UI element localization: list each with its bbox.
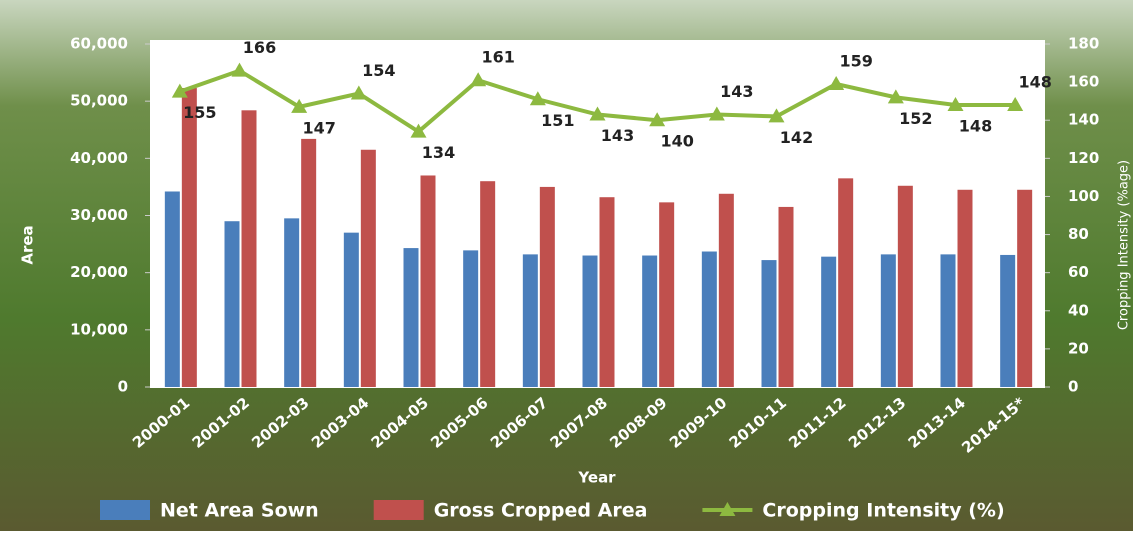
data-label: 148 xyxy=(959,116,992,135)
bar xyxy=(284,218,300,387)
data-label: 151 xyxy=(541,111,574,130)
y2-tick-label: 160 xyxy=(1068,73,1099,91)
y-tick-label: 40,000 xyxy=(70,149,128,167)
data-label: 154 xyxy=(362,61,395,80)
bar xyxy=(761,260,777,387)
bar xyxy=(343,232,359,387)
bar xyxy=(164,191,180,387)
y2-tick-label: 40 xyxy=(1068,301,1089,319)
bar xyxy=(599,197,615,387)
y-tick-label: 50,000 xyxy=(70,92,128,110)
legend-swatch xyxy=(373,500,424,520)
bar xyxy=(582,255,598,387)
bar xyxy=(241,110,257,388)
marker xyxy=(768,108,785,123)
y-tick-label: 30,000 xyxy=(70,206,128,224)
data-label: 134 xyxy=(422,143,455,162)
marker xyxy=(708,106,725,121)
bar xyxy=(642,255,658,387)
bar xyxy=(701,251,717,387)
data-label: 142 xyxy=(780,128,813,147)
y2-tick-label: 0 xyxy=(1068,378,1078,396)
x-axis-title: Year xyxy=(577,469,616,487)
data-label: 140 xyxy=(660,132,693,151)
bar xyxy=(480,181,496,387)
bar xyxy=(420,175,436,387)
bar xyxy=(1000,254,1016,387)
marker xyxy=(649,112,666,127)
bar xyxy=(838,178,854,387)
bar xyxy=(718,193,734,387)
data-label: 143 xyxy=(720,82,753,101)
data-label: 166 xyxy=(243,38,276,57)
legend-label: Gross Cropped Area xyxy=(434,500,648,522)
bar xyxy=(301,138,317,387)
data-label: 161 xyxy=(481,48,514,67)
data-label: 147 xyxy=(302,118,335,137)
data-label: 143 xyxy=(601,126,634,145)
bar xyxy=(778,206,794,387)
marker xyxy=(291,98,308,113)
bar xyxy=(897,185,913,387)
legend-swatch xyxy=(100,500,150,520)
bar xyxy=(1017,189,1033,387)
marker xyxy=(589,106,606,121)
bar xyxy=(957,189,973,387)
data-label: 155 xyxy=(183,103,216,122)
y2-tick-label: 80 xyxy=(1068,225,1089,243)
bar xyxy=(522,254,538,387)
y2-tick-label: 60 xyxy=(1068,263,1089,281)
bar xyxy=(360,149,376,387)
marker xyxy=(828,76,845,91)
y2-tick-label: 20 xyxy=(1068,339,1089,357)
y-tick-label: 10,000 xyxy=(70,320,128,338)
y2-tick-label: 120 xyxy=(1068,149,1099,167)
marker xyxy=(350,85,367,100)
bar xyxy=(821,256,837,387)
y-axis-title: Area xyxy=(19,225,37,264)
legend-label: Cropping Intensity (%) xyxy=(762,500,1004,522)
bar xyxy=(940,254,956,387)
y2-tick-label: 100 xyxy=(1068,187,1099,205)
y2-tick-label: 180 xyxy=(1068,35,1099,53)
data-label: 159 xyxy=(839,52,872,71)
y-tick-label: 0 xyxy=(118,378,128,396)
bar xyxy=(403,248,419,387)
marker xyxy=(887,89,904,104)
legend-label: Net Area Sown xyxy=(160,500,319,522)
bar xyxy=(539,186,555,387)
marker xyxy=(410,123,427,138)
marker xyxy=(470,72,487,87)
y-tick-label: 60,000 xyxy=(70,35,128,53)
y2-axis-title: Cropping Intensity (%age) xyxy=(1117,160,1132,330)
legend-swatch xyxy=(719,502,736,516)
marker xyxy=(171,83,188,98)
data-label: 148 xyxy=(1018,72,1051,91)
bar xyxy=(463,250,479,387)
y-tick-label: 20,000 xyxy=(70,263,128,281)
bar xyxy=(181,88,197,387)
data-label: 152 xyxy=(899,109,932,128)
marker xyxy=(529,91,546,106)
bar xyxy=(224,221,240,387)
y2-tick-label: 140 xyxy=(1068,111,1099,129)
marker xyxy=(947,96,964,111)
bar xyxy=(659,202,675,387)
marker xyxy=(1007,96,1024,111)
marker xyxy=(231,62,248,77)
bar xyxy=(880,254,896,387)
